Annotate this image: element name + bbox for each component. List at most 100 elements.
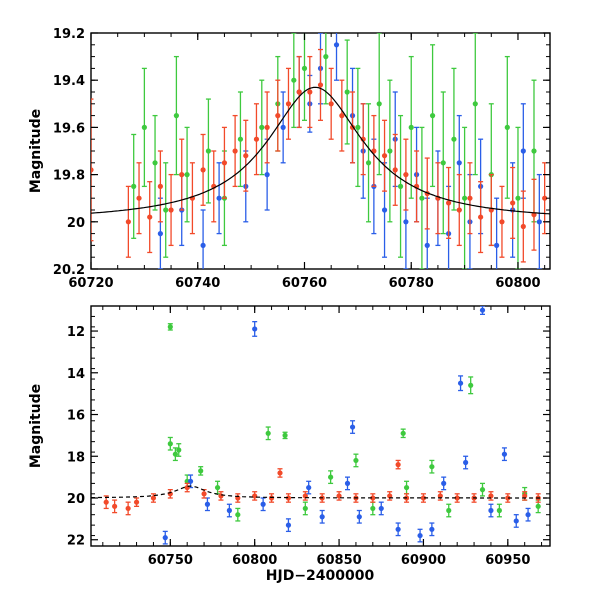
red-data-point — [445, 200, 452, 206]
model-curve — [91, 86, 550, 215]
green-data-point — [376, 101, 382, 107]
green-data-point — [259, 124, 265, 130]
blue-data-point — [333, 42, 340, 48]
blue-data-point — [306, 484, 312, 491]
top-y-axis-label: Magnitude — [28, 109, 44, 193]
red-data-point — [510, 200, 516, 206]
blue-data-point — [488, 507, 494, 514]
red-data-point — [243, 153, 249, 159]
blue-data-point — [344, 480, 351, 486]
x-tick-label: 60760 — [282, 276, 327, 291]
bottom-panel: 60750 60800 60850 60900 60950 12 14 16 18 20 22 Ma… — [28, 305, 551, 584]
red-data-point — [520, 223, 526, 230]
blue-data-point — [525, 512, 531, 518]
red-data-point — [168, 207, 174, 213]
blue-data-point — [520, 148, 526, 154]
green-data-point — [365, 160, 372, 166]
bottom-y-axis-label: Magnitude — [28, 384, 44, 468]
red-data-point — [200, 167, 206, 173]
y-tick-label: 16 — [67, 409, 85, 424]
x-tick-label: 60720 — [68, 276, 113, 291]
green-data-point — [176, 447, 182, 453]
y-tick-label: 12 — [67, 325, 85, 340]
top-axis-ticks: 60720 60740 60760 60780 60800 19.2 19.4 19.6 19.… — [53, 27, 550, 291]
green-data-point — [344, 89, 350, 95]
green-data-point — [479, 487, 486, 493]
red-data-point — [488, 493, 494, 499]
red-data-point — [478, 214, 484, 220]
blue-data-point — [429, 526, 435, 532]
blue-data-point — [457, 380, 464, 386]
blue-data-point — [381, 207, 388, 213]
red-data-point — [456, 207, 462, 213]
red-data-point — [275, 113, 281, 119]
model-curve — [91, 485, 550, 499]
blue-data-point — [395, 526, 401, 532]
blue-data-point — [424, 242, 430, 248]
red-data-point — [360, 136, 366, 142]
red-data-point — [339, 113, 345, 119]
green-data-point — [472, 101, 478, 107]
red-data-point — [103, 499, 109, 505]
green-data-point — [531, 148, 537, 154]
green-data-point — [282, 432, 288, 438]
blue-data-point — [356, 514, 362, 520]
blue-data-point — [187, 478, 194, 484]
blue-data-point — [200, 242, 206, 248]
green-data-point — [400, 430, 406, 436]
bottom-data-marks — [91, 306, 550, 545]
red-data-point — [112, 503, 118, 509]
blue-data-point — [403, 219, 409, 225]
green-data-point — [167, 324, 173, 330]
blue-data-point — [441, 480, 447, 486]
blue-data-point — [501, 451, 508, 457]
blue-data-point — [226, 507, 232, 514]
green-data-point — [403, 484, 410, 491]
red-data-point — [403, 172, 409, 178]
blue-data-point — [216, 195, 222, 201]
green-data-point — [141, 124, 147, 130]
blue-data-point — [463, 459, 469, 466]
series-red — [103, 459, 541, 516]
green-data-point — [535, 503, 541, 509]
green-data-point — [387, 148, 393, 154]
red-data-point — [420, 495, 427, 501]
red-data-point — [125, 505, 131, 512]
green-data-point — [462, 195, 468, 201]
series-blue — [162, 306, 531, 545]
blue-data-point — [349, 424, 356, 430]
y-tick-label: 20 — [67, 492, 85, 507]
red-data-point — [296, 89, 302, 95]
y-tick-label: 19.4 — [53, 74, 85, 89]
green-data-point — [214, 484, 221, 491]
red-data-point — [232, 148, 238, 154]
blue-data-point — [513, 518, 519, 524]
y-tick-label: 19.6 — [53, 121, 85, 136]
blue-data-point — [456, 160, 462, 166]
blue-data-point — [319, 514, 325, 520]
red-data-point — [91, 167, 94, 173]
y-tick-label: 20.2 — [53, 263, 85, 278]
x-tick-label: 60850 — [316, 553, 361, 568]
red-data-point — [147, 214, 153, 220]
blue-data-point — [536, 219, 542, 225]
bottom-axis-ticks: 60750 60800 60850 60900 60950 12 14 16 18 20 22 — [67, 305, 550, 568]
green-data-point — [429, 113, 436, 119]
blue-data-point — [479, 307, 486, 313]
blue-data-point — [494, 242, 500, 248]
blue-data-point — [264, 172, 270, 178]
green-data-point — [235, 512, 241, 518]
series-green — [167, 323, 541, 522]
blue-data-point — [417, 532, 423, 539]
green-data-point — [468, 382, 474, 388]
green-data-point — [301, 65, 308, 71]
x-tick-label: 60780 — [389, 276, 434, 291]
red-data-point — [505, 495, 511, 501]
green-data-point — [504, 124, 510, 130]
y-tick-label: 18 — [67, 450, 85, 465]
green-data-point — [446, 507, 452, 514]
x-tick-label: 60900 — [401, 553, 446, 568]
green-data-point — [173, 113, 179, 119]
green-data-point — [451, 136, 457, 142]
red-data-point — [133, 499, 140, 505]
